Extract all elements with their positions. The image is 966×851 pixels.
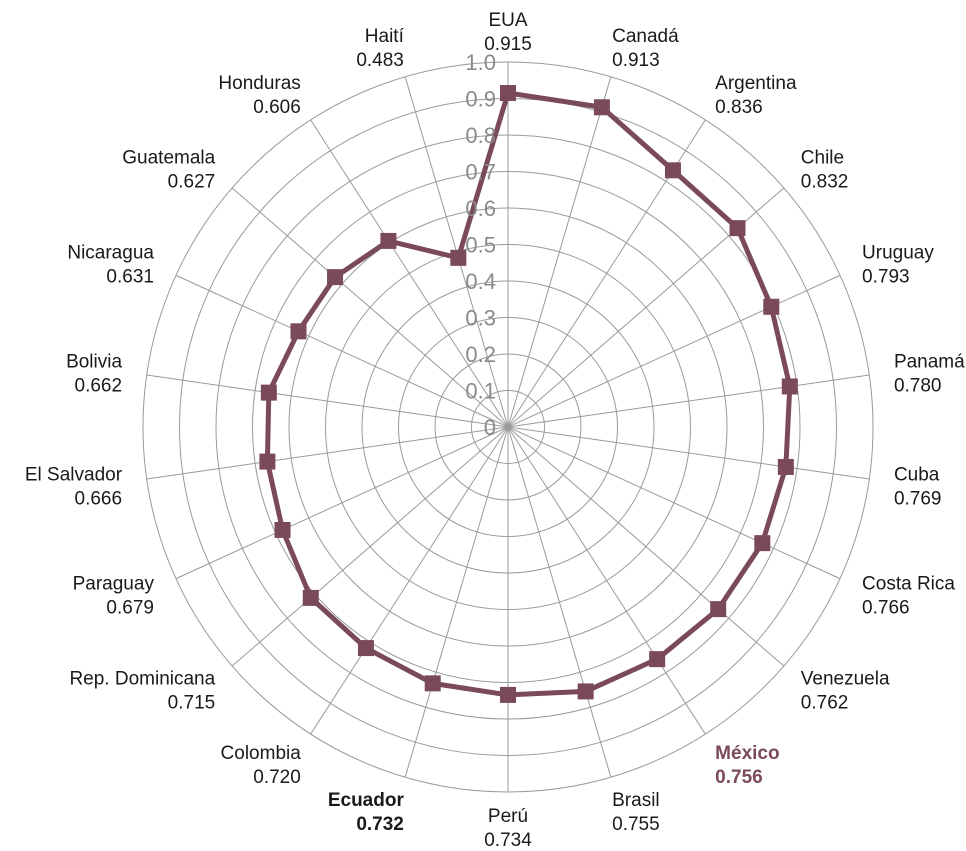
- category-label: Nicaragua: [67, 243, 154, 264]
- category-label: Paraguay: [73, 573, 155, 594]
- value-label: 0.606: [253, 97, 301, 118]
- data-point-marker: [259, 453, 276, 470]
- data-point-marker: [500, 85, 516, 102]
- category-label: México: [715, 743, 779, 764]
- grid-spoke: [507, 426, 612, 778]
- grid-spoke: [404, 426, 509, 778]
- tick-label: 0.4: [465, 269, 496, 294]
- tick-label: 0.2: [465, 342, 496, 367]
- value-label: 0.769: [894, 489, 942, 510]
- grid-spoke: [507, 274, 841, 428]
- grid-spoke: [146, 426, 509, 480]
- value-label: 0.734: [484, 830, 532, 851]
- radial-axis-ticks: 0 0.1 0.2 0.3 0.4 0.5 0.6 0.7 0.8 0.9 1.0: [465, 50, 496, 440]
- data-point-marker: [380, 232, 397, 249]
- data-point-marker: [754, 535, 771, 552]
- category-label: Rep. Dominicana: [69, 669, 215, 690]
- grid-spoke: [507, 426, 785, 667]
- category-label: Argentina: [715, 73, 797, 94]
- category-label: EUA: [488, 10, 527, 31]
- value-label: 0.679: [106, 597, 154, 618]
- tick-label: 1.0: [465, 50, 496, 75]
- category-label: Costa Rica: [862, 573, 955, 594]
- value-label: 0.732: [356, 814, 404, 835]
- grid-spoke: [507, 76, 612, 428]
- category-label: Uruguay: [862, 243, 934, 264]
- grid: [142, 61, 874, 793]
- category-label: Haití: [365, 26, 405, 47]
- data-point-marker: [260, 384, 277, 401]
- data-point-marker: [450, 249, 467, 266]
- value-label: 0.915: [484, 34, 532, 55]
- series-hdi: [259, 85, 798, 703]
- category-label: Chile: [801, 147, 844, 168]
- data-point-marker: [763, 298, 780, 315]
- data-point-marker: [274, 521, 291, 538]
- data-point-marker: [577, 683, 594, 700]
- value-label: 0.766: [862, 597, 910, 618]
- data-point-marker: [649, 651, 666, 668]
- data-point-marker: [500, 686, 516, 703]
- value-label: 0.762: [801, 693, 849, 714]
- category-label: Ecuador: [328, 790, 405, 811]
- category-label: Colombia: [221, 743, 302, 764]
- value-label: 0.720: [253, 767, 301, 788]
- grid-spoke: [146, 374, 509, 428]
- data-point-marker: [357, 640, 374, 657]
- category-label: Honduras: [218, 73, 300, 94]
- data-point-marker: [729, 220, 746, 237]
- data-point-marker: [710, 601, 727, 618]
- grid-spoke: [507, 426, 841, 580]
- tick-label: 0.1: [465, 379, 496, 404]
- category-labels: EUA 0.915 Canadá 0.913 Argentina 0.836 Chile 0.…: [25, 10, 965, 851]
- data-point-marker: [777, 458, 794, 475]
- value-label: 0.631: [106, 267, 154, 288]
- category-label: Bolivia: [66, 351, 122, 372]
- category-label: Guatemala: [122, 147, 215, 168]
- tick-label: 0.8: [465, 123, 496, 148]
- value-label: 0.793: [862, 267, 910, 288]
- grid-spoke: [507, 426, 706, 735]
- tick-label: 0.9: [465, 87, 496, 112]
- value-label: 0.836: [715, 97, 763, 118]
- tick-label: 0.5: [465, 233, 496, 258]
- data-point-marker: [290, 323, 307, 340]
- category-label: Canadá: [612, 26, 679, 47]
- grid-spoke: [175, 274, 509, 428]
- value-label: 0.627: [168, 171, 216, 192]
- tick-label: 0: [484, 415, 496, 440]
- category-label: Panamá: [894, 351, 965, 372]
- tick-label: 0.7: [465, 160, 496, 185]
- category-label: Venezuela: [801, 669, 890, 690]
- data-point-marker: [664, 162, 681, 179]
- data-point-marker: [781, 378, 798, 395]
- value-label: 0.780: [894, 375, 942, 396]
- value-label: 0.483: [356, 50, 404, 71]
- value-label: 0.832: [801, 171, 849, 192]
- data-point-marker: [593, 99, 610, 116]
- grid-spoke: [507, 374, 870, 428]
- grid-spoke: [310, 426, 509, 735]
- data-point-marker: [327, 269, 344, 286]
- grid-spoke: [175, 426, 509, 580]
- grid-spoke: [231, 426, 509, 667]
- data-point-marker: [424, 675, 441, 692]
- value-label: 0.715: [168, 693, 216, 714]
- category-label: Perú: [488, 806, 528, 827]
- grid-spoke: [310, 119, 509, 428]
- data-point-marker: [302, 589, 319, 606]
- category-label: El Salvador: [25, 465, 123, 486]
- tick-label: 0.3: [465, 306, 496, 331]
- value-label: 0.756: [715, 767, 763, 788]
- value-label: 0.755: [612, 814, 660, 835]
- value-label: 0.666: [75, 489, 123, 510]
- value-label: 0.913: [612, 50, 660, 71]
- grid-spoke: [231, 187, 509, 428]
- value-label: 0.662: [75, 375, 123, 396]
- category-label: Cuba: [894, 465, 940, 486]
- category-label: Brasil: [612, 790, 660, 811]
- tick-label: 0.6: [465, 196, 496, 221]
- grid-spoke: [507, 426, 870, 480]
